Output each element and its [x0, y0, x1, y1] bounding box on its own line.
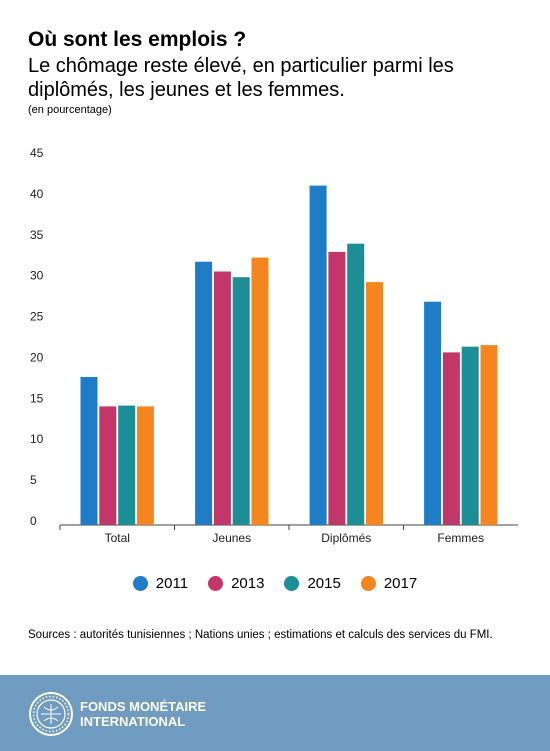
bar-2015-1	[232, 277, 250, 525]
org-line-1: FONDS MONÉTAIRE	[80, 699, 207, 714]
bar-2011-2	[309, 185, 327, 525]
legend-label-2013: 2013	[231, 575, 265, 592]
x-tick-label-1: Jeunes	[212, 531, 251, 545]
source-note: Sources : autorités tunisiennes ; Nation…	[28, 629, 493, 641]
imf-seal-icon	[29, 692, 73, 736]
bar-2017-2	[366, 282, 383, 525]
chart-subtitle: Le chômage reste élevé, en particulier p…	[28, 55, 454, 101]
bar-chart: 0 5 10 15 20 25 30 35 40 45 Total Jeunes Diplômés Fem…	[30, 146, 518, 545]
y-tick-label-35: 35	[30, 228, 44, 242]
legend-item-2015: 2015	[284, 575, 341, 592]
x-tick-label-2: Diplômés	[321, 531, 371, 545]
legend-item-2013: 2013	[208, 575, 264, 592]
y-tick-label-45: 45	[30, 146, 44, 160]
bar-2015-3	[461, 346, 479, 525]
y-tick-label-30: 30	[30, 269, 44, 283]
y-tick-label-25: 25	[30, 310, 44, 324]
bar-2013-0	[99, 406, 117, 525]
y-tick-label-20: 20	[30, 350, 44, 364]
org-line-2: INTERNATIONAL	[80, 714, 186, 729]
legend-swatch-2015	[284, 576, 300, 591]
legend-label-2015: 2015	[307, 575, 341, 592]
bar-2011-0	[80, 377, 98, 525]
y-tick-label-40: 40	[30, 187, 44, 201]
bar-2011-1	[195, 261, 213, 525]
bar-2017-3	[480, 345, 498, 525]
bar-2013-1	[213, 271, 231, 525]
bar-2013-2	[328, 251, 346, 525]
legend-label-2017: 2017	[383, 575, 418, 592]
unit-label: (en pourcentage)	[28, 104, 112, 116]
legend-swatch-2011	[132, 576, 148, 591]
bar-2015-0	[118, 405, 136, 525]
x-tick-label-3: Femmes	[437, 531, 484, 545]
bar-2011-3	[424, 301, 442, 525]
y-tick-label-0: 0	[30, 514, 37, 528]
bar-2013-3	[442, 352, 460, 525]
bar-2017-0	[136, 406, 154, 525]
bar-2017-1	[251, 257, 269, 525]
chart-title: Où sont les emplois ?	[28, 28, 247, 51]
y-tick-label-5: 5	[30, 473, 37, 487]
org-name: FONDS MONÉTAIRE INTERNATIONAL	[80, 699, 206, 729]
bar-2015-2	[347, 243, 365, 525]
legend: 2011 2013 2015 2017	[0, 575, 550, 592]
legend-swatch-2017	[360, 576, 376, 591]
legend-item-2017: 2017	[360, 575, 418, 592]
x-tick-label-0: Total	[105, 531, 130, 545]
footer: FONDS MONÉTAIRE INTERNATIONAL	[0, 675, 550, 751]
y-tick-label-15: 15	[30, 391, 44, 405]
legend-item-2011: 2011	[132, 575, 189, 592]
legend-label-2011: 2011	[155, 575, 189, 592]
y-tick-label-10: 10	[30, 432, 44, 446]
legend-swatch-2013	[208, 576, 224, 591]
